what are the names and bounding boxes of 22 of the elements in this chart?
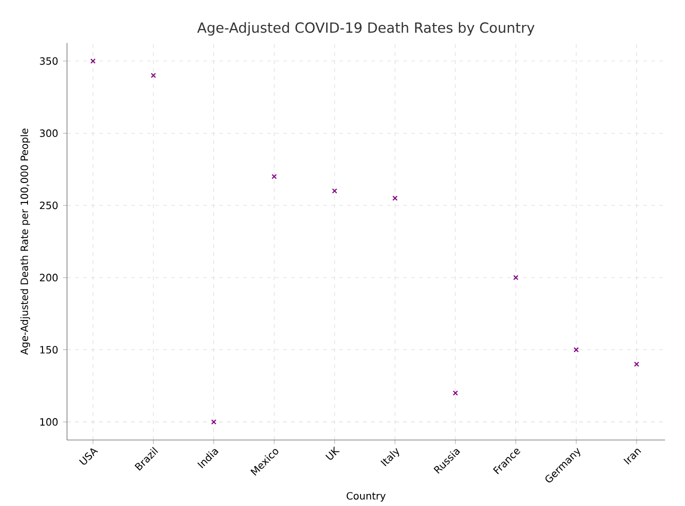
y-tick-label: 150 xyxy=(40,346,58,354)
point xyxy=(90,58,96,64)
chart-title: Age-Adjusted COVID-19 Death Rates by Country xyxy=(197,22,534,36)
y-tick-label: 100 xyxy=(40,418,58,426)
y-tick-label: 250 xyxy=(40,202,58,210)
point xyxy=(150,72,156,78)
point xyxy=(513,274,518,280)
x-tick-label: Iran xyxy=(623,448,642,465)
point xyxy=(211,419,216,425)
x-tick-label: USA xyxy=(79,448,98,465)
y-tick-label: 300 xyxy=(40,129,58,138)
y-axis-title: Age-Adjusted Death Rate per 100,000 People xyxy=(20,128,30,355)
point xyxy=(452,390,458,396)
point xyxy=(634,362,640,367)
x-tick-label: UK xyxy=(325,446,340,460)
y-tick-label: 350 xyxy=(40,57,58,65)
x-axis-title: Country xyxy=(346,492,386,502)
point xyxy=(272,174,277,180)
y-tick-label: 200 xyxy=(40,274,58,282)
point xyxy=(392,196,398,201)
point xyxy=(574,347,579,352)
point xyxy=(332,188,338,194)
